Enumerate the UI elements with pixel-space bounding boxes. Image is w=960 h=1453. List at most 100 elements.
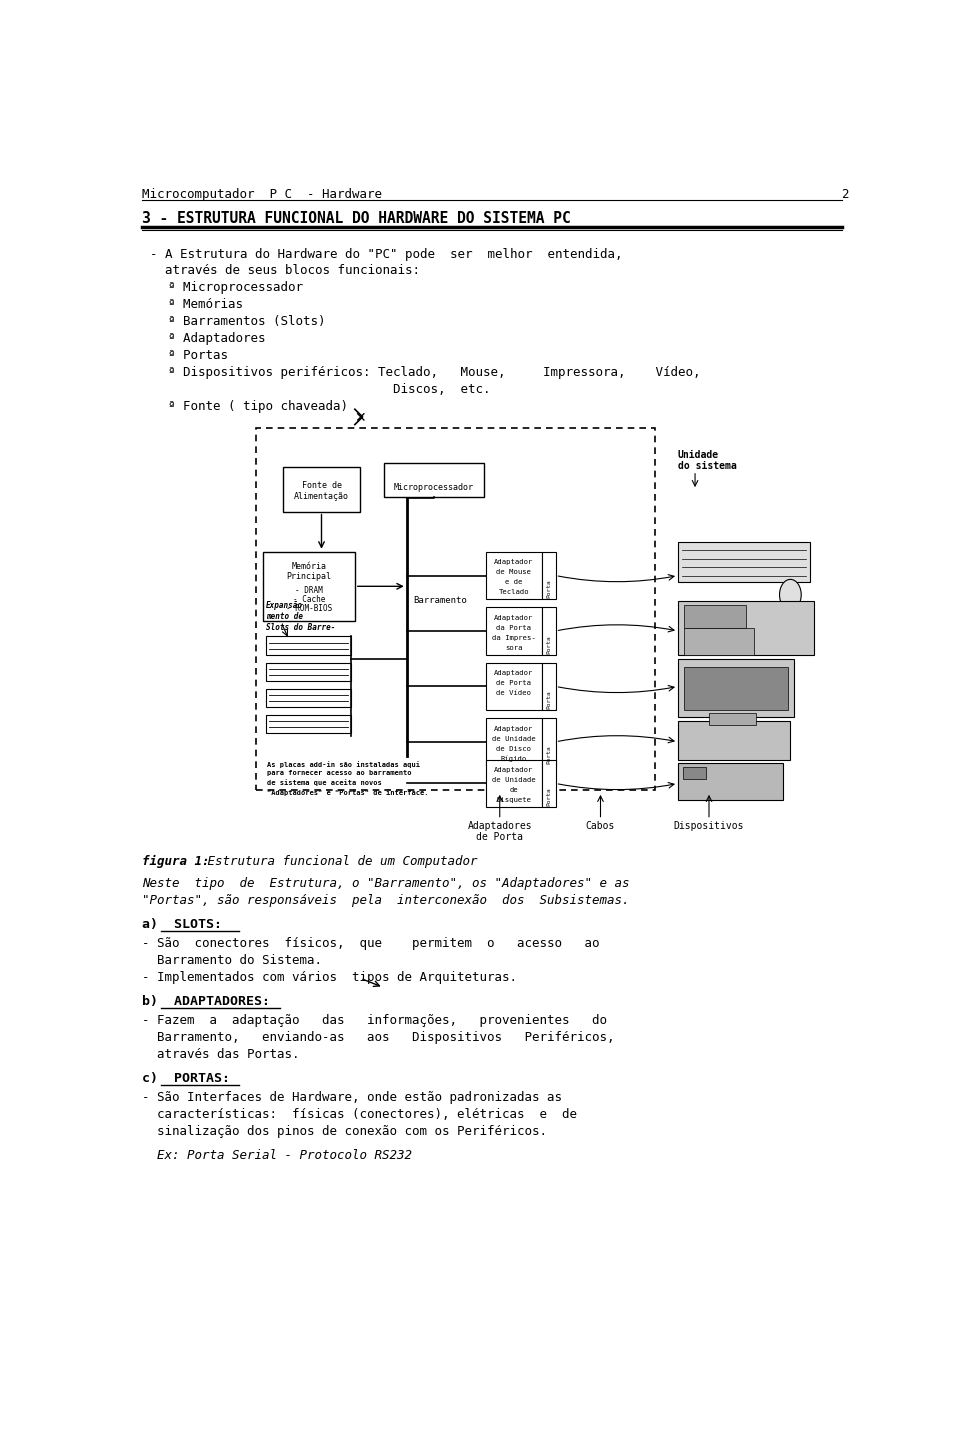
Bar (486, 552, 541, 600)
Text: características:  físicas (conectores), elétricas  e  de: características: físicas (conectores), e… (142, 1107, 577, 1120)
Text: da Porta: da Porta (496, 625, 531, 631)
Text: sora: sora (505, 645, 522, 651)
Bar (541, 718, 556, 766)
Text: de Porta: de Porta (476, 833, 523, 841)
Text: c)  PORTAS:: c) PORTAS: (142, 1072, 229, 1085)
Text: Adaptador: Adaptador (494, 559, 534, 565)
Bar (486, 663, 541, 711)
Text: através de seus blocos funcionais:: através de seus blocos funcionais: (150, 264, 420, 278)
Text: de Porta: de Porta (496, 680, 531, 686)
Text: Ex: Porta Serial - Protocolo RS232: Ex: Porta Serial - Protocolo RS232 (142, 1149, 412, 1162)
Bar (678, 763, 782, 801)
Bar (266, 689, 351, 708)
Text: Adaptador: Adaptador (494, 670, 534, 676)
Text: Porta: Porta (546, 635, 551, 654)
Text: Estrutura funcional de um Computador: Estrutura funcional de um Computador (200, 854, 477, 867)
Bar (486, 718, 541, 766)
Text: de: de (510, 788, 518, 793)
Text: Barramento do Sistema.: Barramento do Sistema. (142, 953, 322, 966)
Text: sinalização dos pinos de conexão com os Periféricos.: sinalização dos pinos de conexão com os … (142, 1125, 546, 1138)
Bar (678, 721, 790, 760)
Bar (678, 542, 809, 583)
Text: de Mouse: de Mouse (496, 570, 531, 575)
Text: Rígido: Rígido (500, 756, 527, 763)
Bar (263, 552, 355, 620)
Text: As placas add-in são instaladas aqui: As placas add-in são instaladas aqui (267, 761, 420, 769)
Text: Alimentação: Alimentação (294, 491, 349, 501)
Text: para fornecer acesso ao barramento: para fornecer acesso ao barramento (267, 770, 412, 776)
Bar (678, 660, 794, 718)
Text: de Unidade: de Unidade (492, 777, 536, 783)
Text: Discos,  etc.: Discos, etc. (168, 384, 491, 397)
Text: ✕: ✕ (354, 411, 366, 424)
Bar (266, 715, 351, 734)
Text: - ROM-BIOS: - ROM-BIOS (286, 604, 332, 613)
Bar (486, 760, 541, 808)
Text: Adaptador: Adaptador (494, 767, 534, 773)
Text: ª Barramentos (Slots): ª Barramentos (Slots) (168, 315, 325, 328)
Text: b)  ADAPTADORES:: b) ADAPTADORES: (142, 995, 270, 1008)
Bar (541, 552, 556, 600)
Bar (684, 667, 788, 709)
Text: Dispositivos: Dispositivos (674, 821, 744, 831)
Text: e de: e de (505, 580, 522, 586)
Text: do sistema: do sistema (678, 461, 736, 471)
Bar (266, 663, 351, 681)
Text: Barramento: Barramento (413, 596, 467, 606)
Text: Microcomputador  P C  - Hardware: Microcomputador P C - Hardware (142, 189, 382, 201)
Text: Memória: Memória (292, 562, 326, 571)
Text: - A Estrutura do Hardware do "PC" pode  ser  melhor  entendida,: - A Estrutura do Hardware do "PC" pode s… (150, 247, 622, 260)
Text: Slots do Barre-: Slots do Barre- (266, 622, 335, 632)
Bar (684, 604, 746, 628)
Text: 3 - ESTRUTURA FUNCIONAL DO HARDWARE DO SISTEMA PC: 3 - ESTRUTURA FUNCIONAL DO HARDWARE DO S… (142, 211, 570, 227)
Text: ª Adaptadores: ª Adaptadores (168, 333, 266, 346)
Text: - Fazem  a  adaptação   das   informações,   provenientes   do: - Fazem a adaptação das informações, pro… (142, 1014, 607, 1027)
Text: Porta: Porta (546, 580, 551, 599)
Text: Unidade: Unidade (678, 450, 719, 461)
Text: da Impres-: da Impres- (492, 635, 536, 641)
Text: Teclado: Teclado (498, 590, 529, 596)
Ellipse shape (780, 580, 802, 610)
Text: Fonte de: Fonte de (301, 481, 342, 490)
Bar (709, 713, 756, 725)
Bar (678, 602, 814, 655)
Bar (683, 767, 706, 779)
Text: Barramento,   enviando-as   aos   Dispositivos   Periféricos,: Barramento, enviando-as aos Dispositivos… (142, 1030, 614, 1043)
Text: figura 1:: figura 1: (142, 854, 209, 867)
Text: ª Portas: ª Portas (168, 349, 228, 362)
Text: Cabos: Cabos (586, 821, 615, 831)
Text: Neste  tipo  de  Estrutura, o "Barramento", os "Adaptadores" e as: Neste tipo de Estrutura, o "Barramento",… (142, 876, 629, 889)
Text: de Unidade: de Unidade (492, 735, 536, 741)
Text: ª Dispositivos periféricos: Teclado,   Mouse,     Impressora,    Vídeo,: ª Dispositivos periféricos: Teclado, Mou… (168, 366, 701, 379)
Text: a)  SLOTS:: a) SLOTS: (142, 918, 222, 931)
Text: ª Fonte ( tipo chaveada): ª Fonte ( tipo chaveada) (168, 400, 348, 413)
Bar (283, 466, 360, 511)
Bar (541, 663, 556, 711)
Text: - São Interfaces de Hardware, onde estão padronizadas as: - São Interfaces de Hardware, onde estão… (142, 1091, 562, 1104)
Text: ª Microprocessador: ª Microprocessador (168, 282, 303, 295)
Text: "Adaptadores" e "Portas" de interface.: "Adaptadores" e "Portas" de interface. (267, 789, 429, 796)
Text: Porta: Porta (546, 788, 551, 806)
Text: de Vídeo: de Vídeo (496, 690, 531, 696)
Text: Adaptador: Adaptador (494, 615, 534, 620)
Text: Adaptador: Adaptador (494, 725, 534, 732)
Text: - Cache: - Cache (293, 594, 325, 604)
Text: 2: 2 (841, 189, 849, 201)
Bar (541, 607, 556, 655)
Text: "Portas", são responsáveis  pela  interconexão  dos  Subsistemas.: "Portas", são responsáveis pela intercon… (142, 894, 629, 907)
Text: Disquete: Disquete (496, 798, 531, 804)
Text: - São  conectores  físicos,  que    permitem  o   acesso   ao: - São conectores físicos, que permitem o… (142, 937, 599, 950)
Text: Microprocessador: Microprocessador (394, 484, 474, 493)
Bar (383, 464, 484, 497)
Bar (541, 760, 556, 808)
Text: de sistema que aceita novos: de sistema que aceita novos (267, 780, 382, 786)
Text: Porta: Porta (546, 690, 551, 709)
Bar (266, 636, 351, 655)
Text: através das Portas.: através das Portas. (142, 1048, 300, 1061)
Text: Principal: Principal (287, 571, 331, 581)
Bar (684, 628, 754, 655)
Text: - Implementados com vários  tipos de Arquiteturas.: - Implementados com vários tipos de Arqu… (142, 971, 516, 984)
Text: Expansão: Expansão (266, 602, 302, 610)
Text: Porta: Porta (546, 745, 551, 764)
Text: - DRAM: - DRAM (296, 586, 323, 594)
